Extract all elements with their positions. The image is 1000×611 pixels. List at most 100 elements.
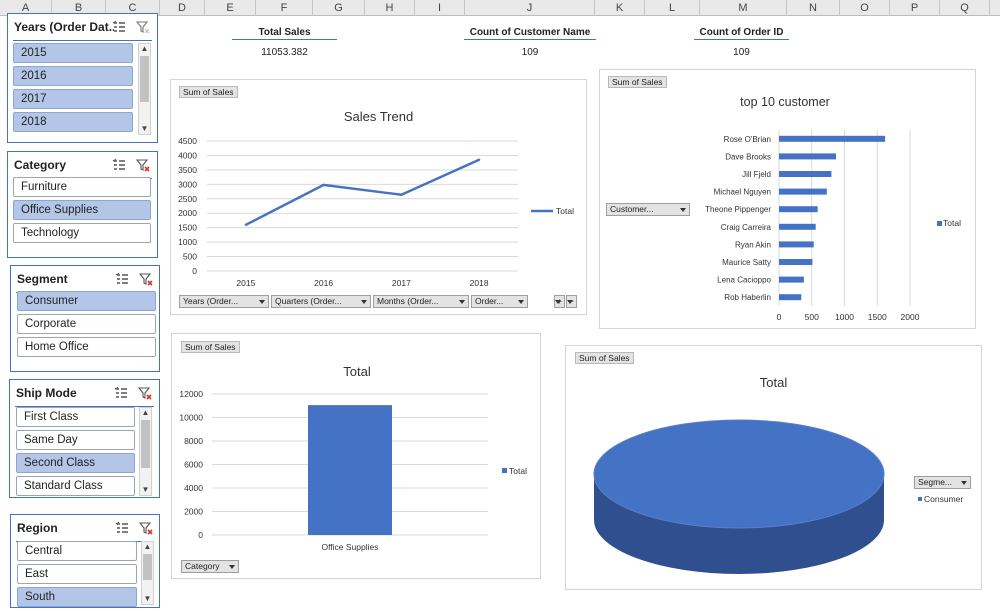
slicer-item[interactable]: 2016 (13, 66, 133, 86)
multi-select-icon[interactable] (114, 386, 128, 400)
column-header[interactable]: K (595, 0, 645, 16)
quarters-axis-button[interactable]: Quarters (Order... (271, 295, 371, 308)
kpi-order-count-value: 109 (733, 47, 750, 58)
column-header[interactable]: Q (940, 0, 990, 16)
order-axis-button[interactable]: Order... (471, 295, 528, 308)
column-header[interactable]: M (700, 0, 787, 16)
y-tick-label: 4500 (178, 136, 197, 146)
column-header[interactable]: N (787, 0, 840, 16)
slicer-item[interactable]: Second Class (16, 453, 135, 473)
scroll-up-icon[interactable]: ▲ (143, 542, 152, 551)
kpi-total-sales-value: 11053.382 (261, 47, 308, 58)
category-total-chart[interactable]: Sum of Sales Total 0 2000 4000 6000 8000 1000… (171, 333, 541, 579)
slicer-item[interactable]: Corporate (17, 314, 156, 334)
slicer-item[interactable]: Central (17, 541, 137, 561)
clear-filter-icon[interactable] (136, 158, 150, 172)
expand-field-button[interactable]: + (554, 295, 565, 308)
scroll-down-icon[interactable]: ▼ (140, 124, 149, 133)
chart-title: top 10 customer (740, 95, 830, 109)
slicer-title: Segment (17, 272, 68, 286)
slicer-item[interactable]: Home Office (17, 337, 156, 357)
clear-filter-icon[interactable] (138, 386, 152, 400)
clear-filter-icon[interactable] (139, 521, 153, 535)
slicer-item[interactable]: First Class (16, 407, 135, 427)
slicer-title: Category (14, 158, 67, 172)
column-header[interactable]: E (205, 0, 256, 16)
multi-select-icon[interactable] (112, 158, 126, 172)
bar (779, 171, 832, 177)
slicer-item[interactable]: Consumer (17, 291, 156, 311)
kpi-total-sales-label: Total Sales (232, 27, 337, 40)
customer-filter-button[interactable]: Customer... (606, 203, 690, 216)
sum-of-sales-button[interactable]: Sum of Sales (181, 341, 240, 353)
slicer-item[interactable]: Technology (13, 223, 151, 243)
slicer-item[interactable]: 2018 (13, 112, 133, 132)
slicer-title: Region (17, 521, 58, 535)
multi-select-icon[interactable] (112, 20, 126, 34)
column-header[interactable]: I (415, 0, 465, 16)
slicer-item[interactable]: Same Day (16, 430, 135, 450)
slicer-region[interactable]: Region Central East South ▲ ▼ (10, 514, 160, 608)
x-tick-label: 500 (805, 312, 819, 322)
multi-select-icon[interactable] (115, 521, 129, 535)
pie-slice (593, 419, 885, 529)
scroll-up-icon[interactable]: ▲ (140, 44, 149, 53)
y-tick-label: Michael Nguyen (714, 188, 771, 197)
bar (308, 405, 392, 535)
top10-customer-chart[interactable]: Sum of Sales top 10 customer 0 500 1000 150… (599, 69, 976, 329)
column-header[interactable]: C (106, 0, 160, 16)
slicer-scrollbar[interactable]: ▲ ▼ (139, 407, 152, 496)
slicer-item[interactable]: South (17, 587, 137, 607)
segment-pie-chart[interactable]: Sum of Sales Total Segme... Consumer (565, 345, 982, 590)
slicer-ship-mode[interactable]: Ship Mode First Class Same Day Second Cl… (9, 379, 160, 498)
slicer-item[interactable]: East (17, 564, 137, 584)
sales-trend-chart[interactable]: Sum of Sales Sales Trend 0 500 1000 1500 200… (170, 79, 587, 315)
slicer-scrollbar[interactable]: ▲ ▼ (141, 541, 154, 605)
scroll-down-icon[interactable]: ▼ (141, 485, 150, 494)
segment-filter-button[interactable]: Segme... (914, 476, 971, 489)
kpi-customer-count-value: 109 (521, 47, 539, 58)
slicer-item[interactable]: Standard Class (16, 476, 135, 496)
months-axis-button[interactable]: Months (Order... (373, 295, 469, 308)
sum-of-sales-button[interactable]: Sum of Sales (575, 352, 634, 364)
data-point (477, 158, 481, 161)
sum-of-sales-button[interactable]: Sum of Sales (608, 76, 667, 88)
x-tick-label: 2016 (314, 278, 333, 288)
slicer-years[interactable]: Years (Order Dat... 2015 2016 2017 2018 … (7, 13, 158, 143)
slicer-category[interactable]: Category Furniture Office Supplies Techn… (7, 151, 158, 258)
y-tick-label: 1000 (178, 237, 197, 247)
bar (779, 206, 818, 213)
column-header[interactable]: B (52, 0, 106, 16)
y-tick-label: 3500 (178, 165, 197, 175)
y-tick-label: 2500 (178, 194, 197, 204)
multi-select-icon[interactable] (115, 272, 129, 286)
slicer-item[interactable]: Office Supplies (13, 200, 151, 220)
category-filter-button[interactable]: Category (181, 560, 239, 573)
scroll-up-icon[interactable]: ▲ (141, 408, 150, 417)
column-header[interactable]: A (0, 0, 52, 16)
x-tick-label: Office Supplies (321, 542, 378, 552)
column-header[interactable]: G (313, 0, 365, 16)
collapse-field-button[interactable]: − (566, 295, 577, 308)
clear-filter-icon[interactable] (136, 20, 150, 34)
sum-of-sales-button[interactable]: Sum of Sales (179, 86, 238, 98)
slicer-item[interactable]: 2017 (13, 89, 133, 109)
slicer-item[interactable]: 2015 (13, 43, 133, 63)
column-header[interactable]: D (160, 0, 205, 16)
column-header[interactable]: H (365, 0, 415, 16)
slicer-title: Ship Mode (16, 386, 77, 400)
column-header[interactable]: J (465, 0, 595, 16)
slicer-segment[interactable]: Segment Consumer Corporate Home Office (10, 265, 160, 372)
slicer-scrollbar[interactable]: ▲ ▼ (138, 43, 151, 135)
chart-title: Total (343, 364, 371, 379)
clear-filter-icon[interactable] (139, 272, 153, 286)
legend-label: Total (556, 206, 574, 216)
column-header[interactable]: O (840, 0, 890, 16)
slicer-item[interactable]: Furniture (13, 177, 151, 197)
column-header[interactable]: F (256, 0, 313, 16)
years-axis-button[interactable]: Years (Order... (179, 295, 269, 308)
column-header[interactable]: P (890, 0, 940, 16)
column-header[interactable]: L (645, 0, 700, 16)
scroll-down-icon[interactable]: ▼ (143, 594, 152, 603)
y-tick-label: 4000 (184, 483, 203, 493)
